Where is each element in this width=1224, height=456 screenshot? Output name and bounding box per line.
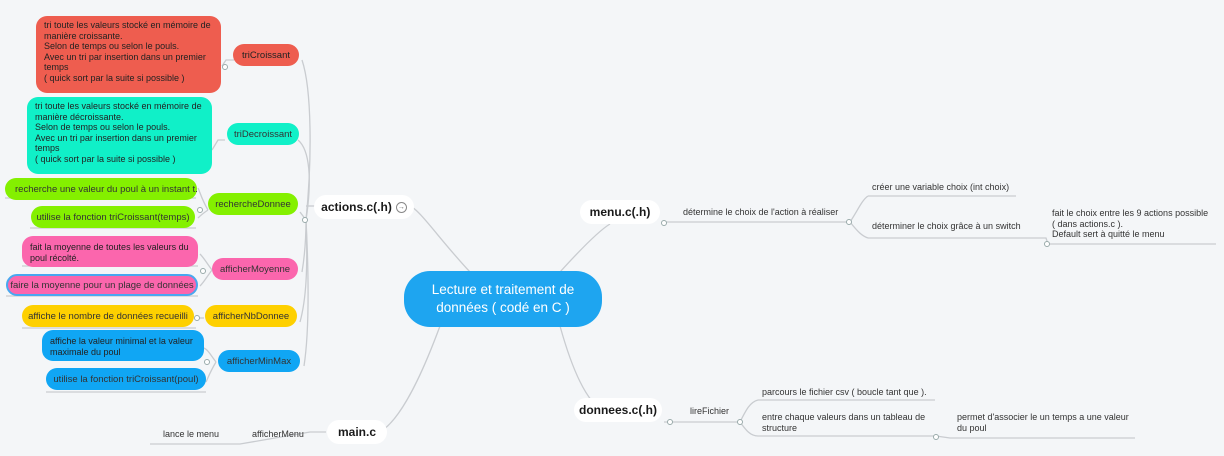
subtopic-tricroissant-joint [222, 64, 228, 70]
subtopic-determine-choix[interactable]: détermine le choix de l'action à réalise… [683, 207, 839, 217]
subtopic-affichernbdonnee-joint [194, 315, 200, 321]
item-moyenne-plage[interactable]: faire la moyenne pour un plage de donnée… [6, 274, 198, 296]
topic-actions-label: actions.c(.h) [321, 200, 392, 214]
subtopic-lirefichier[interactable]: lireFichier [690, 406, 730, 416]
item-determiner-switch-joint [1044, 241, 1050, 247]
item-utilise-tricroissant-temps[interactable]: utilise la fonction triCroissant(temps) [31, 206, 195, 228]
item-entre-valeurs-tableau[interactable]: entre chaque valeurs dans un tableau de … [762, 412, 926, 433]
item-parcours-csv[interactable]: parcours le fichier csv ( boucle tant qu… [762, 387, 927, 397]
item-moyenne-toutes[interactable]: fait la moyenne de toutes les valeurs du… [22, 236, 198, 267]
topic-actions-joint [302, 217, 308, 223]
item-recherche-valeur[interactable]: recherche une valeur du poul à un instan… [5, 178, 198, 200]
item-lance-le-menu[interactable]: lance le menu [163, 429, 220, 439]
central-topic[interactable]: Lecture et traitement de données ( codé … [404, 271, 602, 327]
note-tridecroissant: tri toute les valeurs stocké en mémoire … [27, 97, 212, 174]
subtopic-afficherminmax-joint [204, 359, 210, 365]
item-utilise-tricroissant-poul[interactable]: utilise la fonction triCroissant(poul) [46, 368, 206, 390]
item-nombre-donnees[interactable]: affiche le nombre de données recueilli [22, 305, 194, 327]
item-creer-variable-choix[interactable]: créer une variable choix (int choix) [872, 182, 1010, 192]
item-entre-valeurs-joint [933, 434, 939, 440]
subtopic-affichernbdonnee[interactable]: afficherNbDonnee [205, 305, 297, 327]
topic-donnees[interactable]: donnees.c(.h) [574, 398, 662, 422]
subtopic-afficherminmax[interactable]: afficherMinMax [218, 350, 300, 372]
subtopic-affichermoyenne[interactable]: afficherMoyenne [212, 258, 298, 280]
subtopic-recherchedonnee-joint [197, 207, 203, 213]
item-valeur-min-max[interactable]: affiche la valeur minimal et la valeur m… [42, 330, 204, 361]
note-tricroissant: tri toute les valeurs stocké en mémoire … [36, 16, 221, 93]
detail-choix-actions[interactable]: fait le choix entre les 9 actions possib… [1052, 208, 1209, 239]
subtopic-tricroissant[interactable]: triCroissant [233, 44, 299, 66]
item-determiner-switch[interactable]: déterminer le choix grâce à un switch [872, 221, 1021, 231]
subtopic-determine-choix-joint [846, 219, 852, 225]
subtopic-affichermenu[interactable]: afficherMenu [252, 429, 304, 439]
topic-menu-joint [661, 220, 667, 226]
topic-main[interactable]: main.c [327, 420, 387, 444]
arrow-right-circle-icon[interactable]: → [395, 201, 407, 213]
detail-associer-temps[interactable]: permet d'associer le un temps a une vale… [957, 412, 1129, 433]
topic-actions[interactable]: actions.c(.h) → [314, 195, 414, 219]
topic-menu[interactable]: menu.c(.h) [580, 200, 660, 224]
subtopic-lirefichier-joint [737, 419, 743, 425]
topic-donnees-joint [667, 419, 673, 425]
subtopic-recherchedonnee[interactable]: rechercheDonnee [208, 193, 298, 215]
subtopic-affichermoyenne-joint [200, 268, 206, 274]
subtopic-tridecroissant[interactable]: triDecroissant [227, 123, 299, 145]
